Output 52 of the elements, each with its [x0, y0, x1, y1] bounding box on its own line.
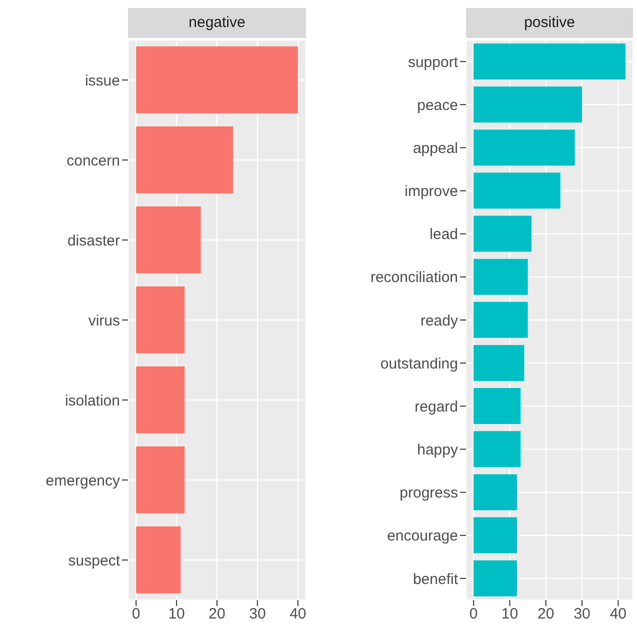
bar [474, 344, 524, 381]
y-tick-label: happy [417, 442, 458, 459]
bar [136, 526, 181, 594]
x-tick-label: 0 [132, 606, 140, 623]
y-tick-label: outstanding [380, 355, 458, 372]
bar [474, 130, 575, 166]
y-tick-label: reconciliation [370, 269, 458, 286]
x-tick-label: 10 [501, 606, 518, 623]
y-tick-label: virus [88, 312, 120, 330]
bar [474, 43, 626, 80]
x-tick-label: 40 [610, 606, 627, 623]
y-tick-label: concern [66, 152, 120, 170]
bar [474, 302, 528, 338]
bar [474, 388, 521, 424]
y-tick-label: appeal [412, 140, 458, 158]
bar [474, 474, 517, 510]
bar [136, 446, 185, 514]
bar [474, 258, 528, 295]
x-tick-label: 30 [249, 606, 266, 623]
y-tick-label: suspect [68, 552, 121, 570]
x-tick-label: 10 [168, 606, 185, 623]
bar [136, 46, 298, 114]
y-tick-label: issue [84, 72, 120, 90]
x-tick-label: 20 [538, 606, 554, 623]
y-tick-label: benefit [412, 570, 459, 588]
bar [474, 560, 517, 596]
y-tick-label: encourage [387, 528, 458, 545]
x-tick-label: 40 [290, 606, 306, 623]
x-tick-label: 30 [574, 606, 590, 623]
y-tick-label: ready [420, 312, 458, 330]
x-tick-label: 0 [469, 606, 478, 623]
bar [136, 126, 234, 194]
y-tick-label: support [408, 54, 459, 71]
y-tick-label: isolation [64, 392, 120, 410]
x-tick-label: 20 [208, 606, 226, 623]
y-tick-label: lead [430, 226, 458, 244]
y-tick-label: progress [400, 484, 458, 502]
chart-title: negative [128, 8, 306, 38]
chart-title: positive [466, 8, 633, 38]
bar [474, 172, 560, 209]
y-tick-label: emergency [46, 472, 120, 490]
bar [474, 216, 532, 252]
bar [136, 366, 185, 434]
bar [136, 286, 185, 354]
bar [474, 86, 582, 123]
y-tick-label: peace [417, 96, 458, 114]
bar [474, 431, 521, 468]
bar [474, 517, 517, 554]
y-tick-label: regard [414, 398, 458, 416]
y-tick-label: improve [404, 183, 458, 200]
y-tick-label: disaster [67, 232, 120, 250]
bar [136, 206, 201, 274]
